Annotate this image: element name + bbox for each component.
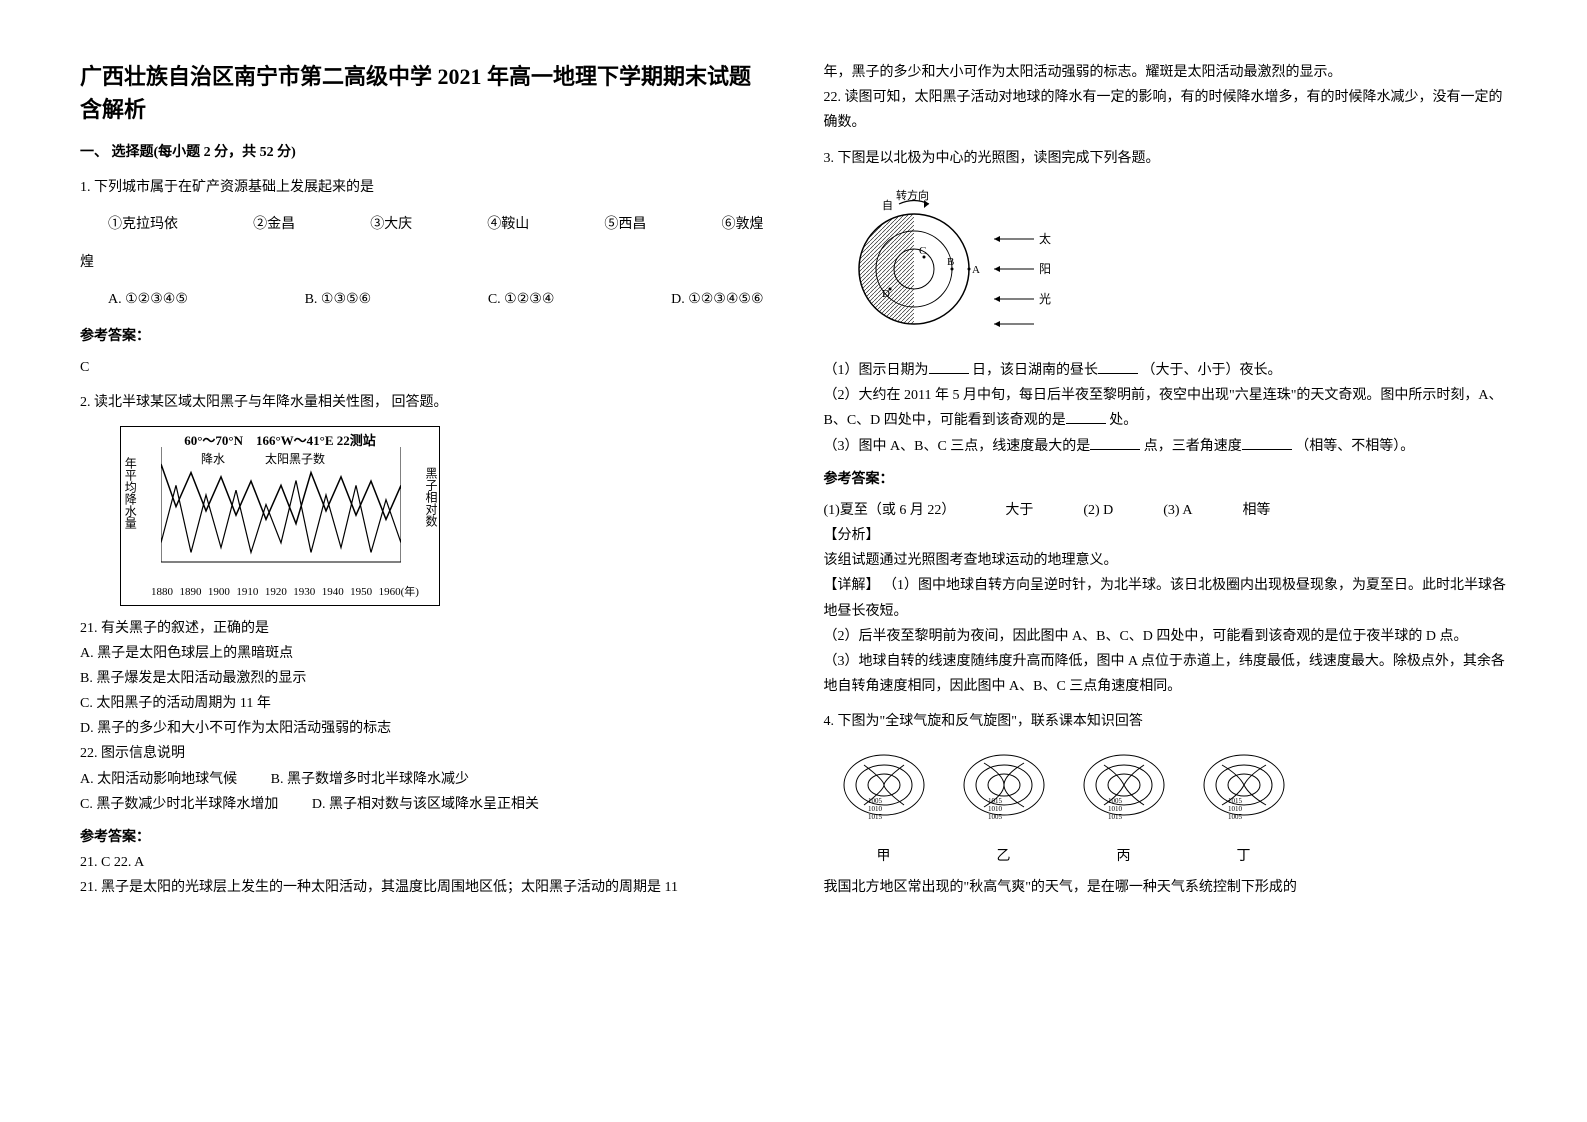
q3-sub1: （1）图示日期为 日，该日湖南的昼长 （大于、小于）夜长。 bbox=[824, 358, 1508, 383]
cyclone-jia: 1005 1010 1015 甲 bbox=[834, 745, 934, 865]
svg-text:1010: 1010 bbox=[868, 805, 883, 813]
q3-detail3: （3）地球自转的线速度随纬度升高而降低，图中 A 点位于赤道上，纬度最低，线速度… bbox=[824, 649, 1508, 699]
analysis-label: 【分析】 bbox=[824, 523, 1508, 548]
q21-d: D. 黑子的多少和大小不可作为太阳活动强弱的标志 bbox=[80, 716, 764, 741]
q4-follow: 我国北方地区常出现的"秋高气爽"的天气，是在哪一种天气系统控制下形成的 bbox=[824, 875, 1508, 900]
q1-item: ⑤西昌 bbox=[604, 212, 646, 237]
document-title: 广西壮族自治区南宁市第二高级中学 2021 年高一地理下学期期末试题含解析 bbox=[80, 60, 764, 126]
q2-explain21b: 年，黑子的多少和大小可作为太阳活动强弱的标志。耀斑是太阳活动最激烈的显示。 bbox=[824, 60, 1508, 85]
chart-right-axis: 黑子相对数 bbox=[424, 467, 437, 527]
svg-text:C: C bbox=[919, 245, 926, 257]
q3-sub3: （3）图中 A、B、C 三点，线速度最大的是 点，三者角速度 （相等、不相等）。 bbox=[824, 434, 1508, 459]
q1-item: ④鞍山 bbox=[487, 212, 529, 237]
q1-item: ⑥敦煌 bbox=[721, 212, 763, 237]
cyclone-yi: 1015 1010 1005 乙 bbox=[954, 745, 1054, 865]
q1-answer: C bbox=[80, 355, 764, 380]
q22-cd: C. 黑子数减少时北半球降水增加 D. 黑子相对数与该区域降水呈正相关 bbox=[80, 792, 764, 817]
polar-light-diagram: 转方向 自 A B C D 太 阳 光 bbox=[834, 189, 1094, 339]
q1-stem: 1. 下列城市属于在矿产资源基础上发展起来的是 bbox=[80, 175, 764, 200]
q1-item-tail: 煌 bbox=[80, 250, 764, 275]
q21-b: B. 黑子爆发是太阳活动最激烈的显示 bbox=[80, 666, 764, 691]
q2-answer-label: 参考答案： bbox=[80, 825, 764, 850]
q2-answers: 21. C 22. A bbox=[80, 850, 764, 875]
svg-text:太: 太 bbox=[1039, 231, 1051, 246]
svg-text:B: B bbox=[947, 256, 954, 268]
q3-analysis: 该组试题通过光照图考查地球运动的地理意义。 bbox=[824, 548, 1508, 573]
q1-answer-label: 参考答案： bbox=[80, 324, 764, 349]
q2-explain22: 22. 读图可知，太阳黑子活动对地球的降水有一定的影响，有的时候降水增多，有的时… bbox=[824, 85, 1508, 135]
q1-item: ③大庆 bbox=[370, 212, 412, 237]
cyclone-diagram: 1005 1010 1015 甲 1015 1010 1005 乙 bbox=[834, 745, 1294, 865]
chart-left-axis: 年平均降水量 bbox=[123, 457, 136, 529]
q3-answer-label: 参考答案： bbox=[824, 467, 1508, 492]
q4-stem: 4. 下图为"全球气旋和反气旋图"，联系课本知识回答 bbox=[824, 709, 1508, 734]
svg-text:1010: 1010 bbox=[1108, 805, 1123, 813]
q1-item: ①克拉玛依 bbox=[108, 212, 178, 237]
svg-text:A: A bbox=[972, 264, 980, 276]
svg-text:阳: 阳 bbox=[1039, 262, 1051, 276]
svg-text:1005: 1005 bbox=[1108, 797, 1123, 805]
svg-text:1015: 1015 bbox=[988, 797, 1003, 805]
svg-text:1010: 1010 bbox=[988, 805, 1003, 813]
q3-detail2: （2）后半夜至黎明前为夜间，因此图中 A、B、C、D 四处中，可能看到该奇观的是… bbox=[824, 624, 1508, 649]
svg-text:D: D bbox=[882, 288, 890, 300]
q1-items: ①克拉玛依 ②金昌 ③大庆 ④鞍山 ⑤西昌 ⑥敦煌 bbox=[108, 212, 764, 237]
q1-opt-d: D. ①②③④⑤⑥ bbox=[671, 287, 763, 312]
svg-text:1005: 1005 bbox=[868, 797, 883, 805]
right-column: 年，黑子的多少和大小可作为太阳活动强弱的标志。耀斑是太阳活动最激烈的显示。 22… bbox=[824, 60, 1508, 1062]
cyclone-bing: 1005 1010 1015 丙 bbox=[1074, 745, 1174, 865]
svg-text:1005: 1005 bbox=[988, 813, 1003, 821]
svg-text:1015: 1015 bbox=[868, 813, 883, 821]
svg-text:转方向: 转方向 bbox=[896, 189, 929, 202]
q3-detail: 【详解】 （1）图中地球自转方向呈逆时针，为北半球。该日北极圈内出现极昼现象，为… bbox=[824, 573, 1508, 623]
q1-opt-a: A. ①②③④⑤ bbox=[108, 287, 188, 312]
q3-sub2: （2）大约在 2011 年 5 月中旬，每日后半夜至黎明前，夜空中出现"六星连珠… bbox=[824, 383, 1508, 433]
q2-explain21: 21. 黑子是太阳的光球层上发生的一种太阳活动，其温度比周围地区低；太阳黑子活动… bbox=[80, 875, 764, 900]
cyclone-ding: 1015 1010 1005 丁 bbox=[1194, 745, 1294, 865]
q3-answers: (1)夏至（或 6 月 22） 大于 (2) D (3) A 相等 bbox=[824, 498, 1508, 523]
q1-item: ②金昌 bbox=[253, 212, 295, 237]
q1-options: A. ①②③④⑤ B. ①③⑤⑥ C. ①②③④ D. ①②③④⑤⑥ bbox=[108, 287, 764, 312]
q22-ab: A. 太阳活动影响地球气候 B. 黑子数增多时北半球降水减少 bbox=[80, 767, 764, 792]
chart-xaxis: 1880 1890 1900 1910 1920 1930 1940 1950 … bbox=[151, 583, 419, 603]
q21-a: A. 黑子是太阳色球层上的黑暗斑点 bbox=[80, 641, 764, 666]
q22-stem: 22. 图示信息说明 bbox=[80, 741, 764, 766]
q1-opt-c: C. ①②③④ bbox=[488, 287, 555, 312]
q21-stem: 21. 有关黑子的叙述，正确的是 bbox=[80, 616, 764, 641]
svg-text:1005: 1005 bbox=[1228, 813, 1243, 821]
sunspot-chart: 60°～70°N 166°W～41°E 22测站 降水 太阳黑子数 年平均降水量… bbox=[120, 426, 440, 606]
svg-text:光: 光 bbox=[1039, 292, 1051, 306]
q21-c: C. 太阳黑子的活动周期为 11 年 bbox=[80, 691, 764, 716]
svg-text:1015: 1015 bbox=[1108, 813, 1123, 821]
left-column: 广西壮族自治区南宁市第二高级中学 2021 年高一地理下学期期末试题含解析 一、… bbox=[80, 60, 764, 1062]
chart-svg: 300 250 200 150 100 100 50 0 bbox=[161, 447, 401, 577]
q1-opt-b: B. ①③⑤⑥ bbox=[305, 287, 372, 312]
svg-text:1015: 1015 bbox=[1228, 797, 1243, 805]
svg-text:自: 自 bbox=[882, 199, 893, 212]
svg-text:1010: 1010 bbox=[1228, 805, 1243, 813]
section-header: 一、 选择题(每小题 2 分，共 52 分) bbox=[80, 140, 764, 165]
q2-stem: 2. 读北半球某区域太阳黑子与年降水量相关性图， 回答题。 bbox=[80, 390, 764, 415]
q3-stem: 3. 下图是以北极为中心的光照图，读图完成下列各题。 bbox=[824, 146, 1508, 171]
